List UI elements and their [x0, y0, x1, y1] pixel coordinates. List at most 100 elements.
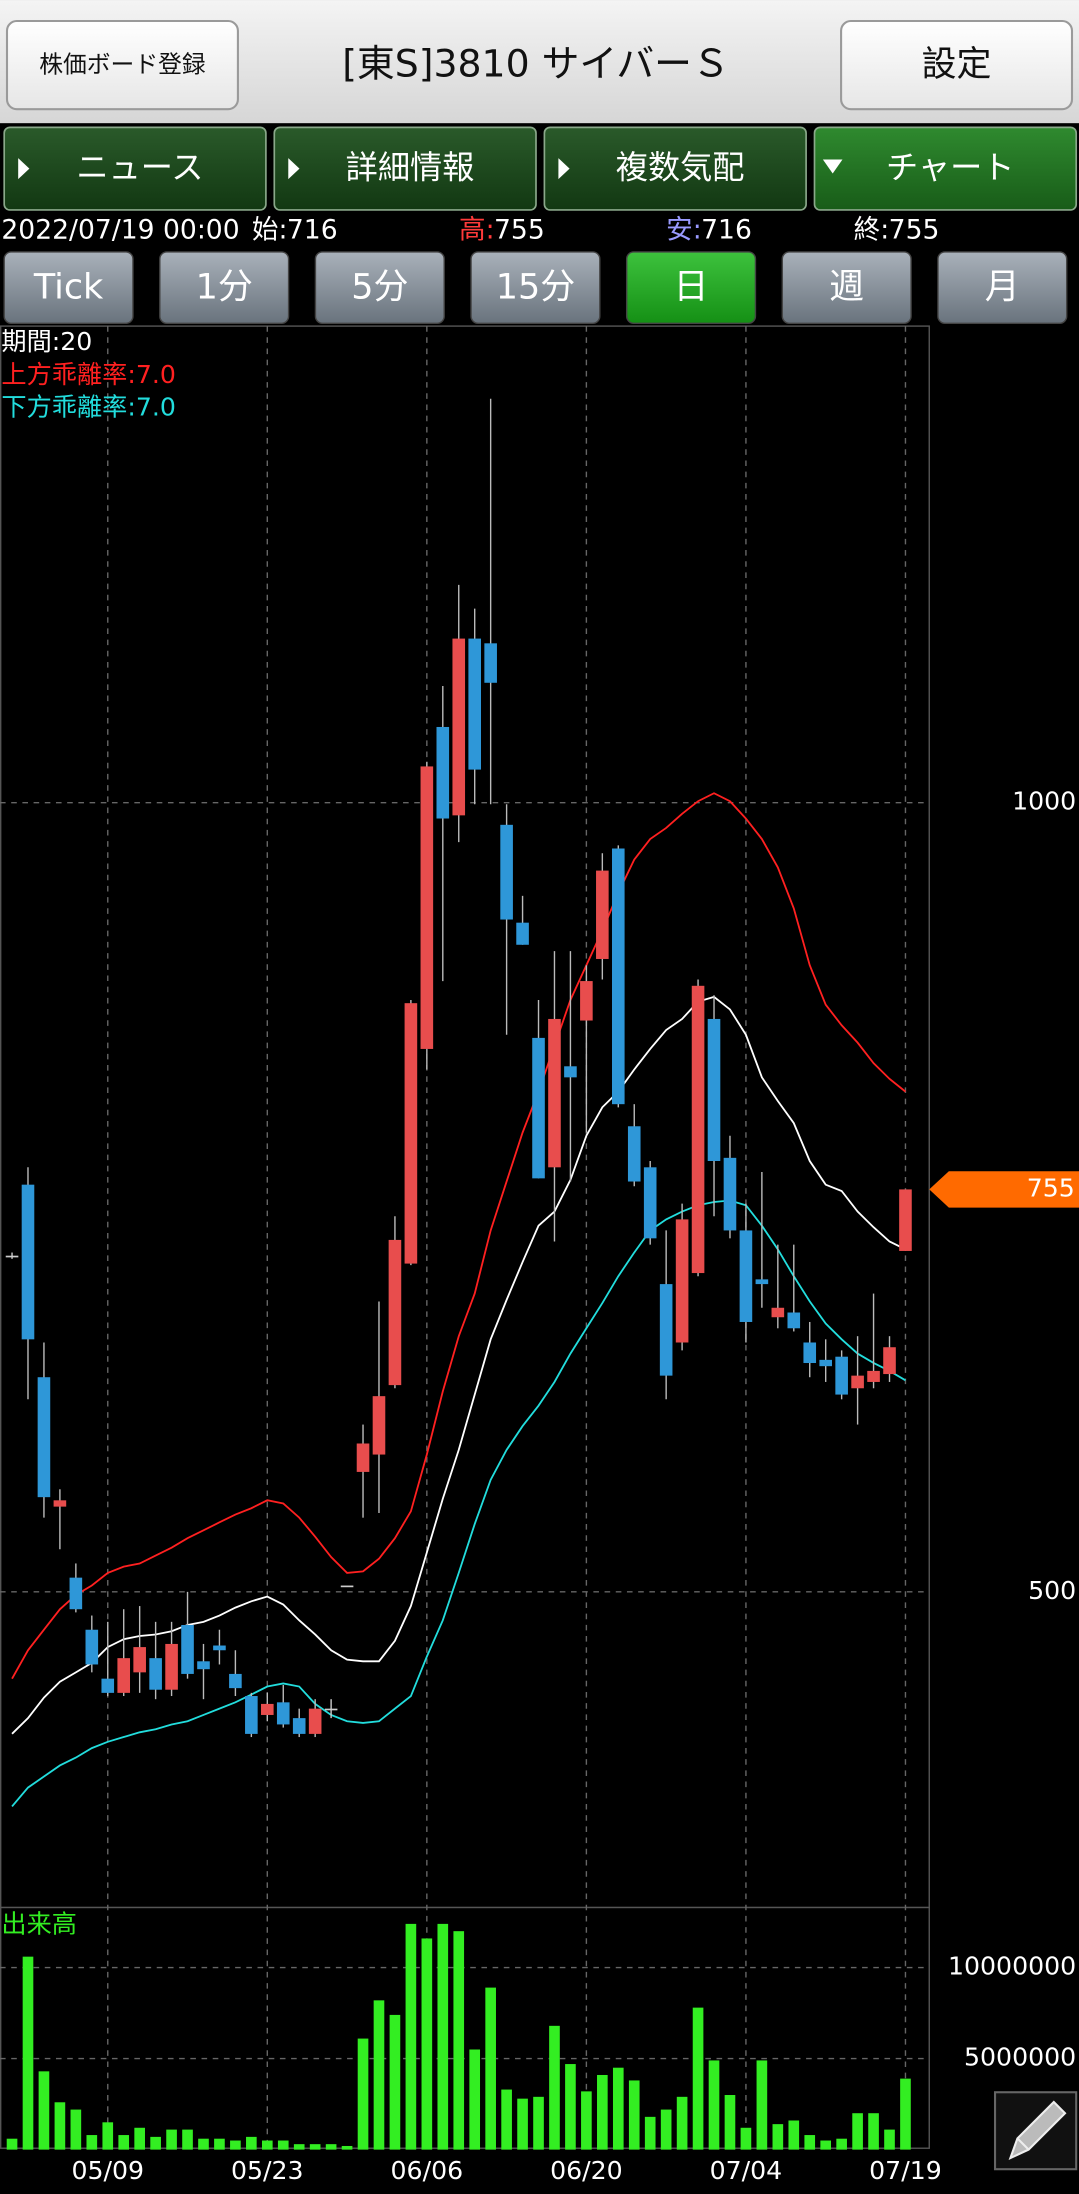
volume-bar — [772, 2124, 784, 2150]
candle-body — [197, 1661, 210, 1670]
candle-body — [755, 1279, 769, 1285]
candle-body — [516, 922, 529, 945]
indicator-line — [11, 1199, 906, 1808]
info-close-label: 終: — [854, 214, 890, 245]
y-tick-label: 1000 — [1012, 787, 1076, 816]
volume-bar — [86, 2135, 98, 2150]
tab[interactable] — [543, 126, 807, 211]
indicator-line — [11, 995, 906, 1735]
volume-bar — [581, 2091, 592, 2150]
interval-label[interactable]: 月 — [985, 267, 1020, 307]
indicator-line — [11, 792, 907, 1680]
volume-bar — [118, 2135, 130, 2150]
volume-bar — [533, 2096, 544, 2150]
volume-bar — [230, 2140, 241, 2150]
price-tag — [929, 1171, 1079, 1208]
candle-body — [867, 1370, 880, 1382]
volume-bar — [644, 2116, 656, 2150]
volume-bar — [341, 2145, 353, 2150]
price-tag-label: 755 — [1027, 1173, 1075, 1202]
pencil-icon[interactable] — [1008, 2100, 1067, 2161]
info-open: 716 — [287, 214, 338, 245]
chart: 05/09 05/23 06/06 06/20 07/04 07/19 500 1000 500… — [0, 326, 1079, 2185]
candle-body — [261, 1703, 274, 1715]
interval-label[interactable]: 5分 — [351, 267, 408, 307]
settings-button-label[interactable]: 設定 — [922, 45, 992, 85]
candle-body — [420, 766, 434, 1049]
candle-body — [611, 848, 625, 1105]
candle-body — [388, 1239, 402, 1386]
interval-label[interactable]: 1分 — [196, 267, 253, 307]
candle-body — [787, 1312, 801, 1329]
info-low: 716 — [701, 214, 752, 245]
candle-body — [580, 981, 593, 1021]
tab-arrow[interactable] — [288, 158, 300, 180]
volume-bar — [198, 2138, 209, 2150]
register-button[interactable] — [5, 19, 239, 111]
settings-button[interactable] — [840, 19, 1074, 111]
volume-bar — [820, 2140, 832, 2150]
volume-bar — [214, 2138, 225, 2150]
edit-button[interactable] — [993, 2091, 1078, 2171]
volume-bar — [357, 2038, 369, 2150]
volume-bar — [182, 2129, 193, 2150]
interval-button[interactable] — [3, 251, 134, 324]
legend-label: 期間:20 — [1, 327, 92, 356]
interval-button[interactable] — [625, 251, 757, 324]
legend-label: 上方乖離率:7.0 — [1, 360, 175, 389]
candle-body — [723, 1157, 737, 1231]
volume-bar — [612, 2067, 624, 2150]
interval-button[interactable] — [937, 251, 1068, 324]
y-tick-label: 500 — [1028, 1576, 1076, 1605]
interval-label[interactable]: 日 — [674, 267, 709, 307]
tab[interactable] — [273, 126, 537, 211]
volume-bar — [836, 2138, 847, 2150]
tab-label[interactable]: 複数気配 — [616, 148, 745, 186]
candle-body — [532, 1037, 545, 1179]
volume-bar — [756, 2060, 768, 2150]
tab-arrow[interactable] — [822, 159, 843, 174]
volume-bar — [150, 2136, 161, 2150]
interval-label[interactable]: 15分 — [496, 267, 575, 307]
y-tick-label: 10000000 — [948, 1952, 1076, 1981]
volume-bar — [868, 2113, 879, 2150]
candle-body — [436, 726, 450, 819]
volume-bar — [485, 1987, 496, 2150]
volume-bar — [565, 2064, 576, 2150]
candle-body — [564, 1066, 577, 1078]
candle-body — [659, 1284, 673, 1376]
volume-bar — [852, 2113, 863, 2150]
tab[interactable] — [813, 126, 1078, 211]
interval-button[interactable] — [781, 251, 912, 324]
candle-body — [596, 870, 609, 959]
tab-bar: ニュース 詳細情報 複数気配 チャート — [3, 126, 1078, 211]
interval-label[interactable]: Tick — [33, 267, 104, 307]
volume-bar — [246, 2136, 257, 2150]
volume-bar — [549, 2025, 560, 2150]
volume-bar — [102, 2122, 114, 2150]
info-low-label: 安: — [666, 214, 702, 245]
tab[interactable] — [3, 126, 267, 211]
info-open-label: 始: — [252, 214, 288, 245]
interval-button[interactable] — [159, 251, 290, 324]
info-high-label: 高: — [459, 214, 495, 245]
volume-bar — [405, 1923, 417, 2150]
register-button-label[interactable]: 株価ボード登録 — [39, 50, 206, 78]
candle-body — [101, 1678, 115, 1693]
candle-body — [165, 1643, 178, 1690]
tab-label[interactable]: 詳細情報 — [346, 148, 475, 186]
candle-body — [149, 1658, 162, 1690]
tab-arrow[interactable] — [558, 158, 570, 180]
interval-bar: Tick 1分 5分 15分 日 週 月 — [3, 251, 1068, 324]
tab-label[interactable]: ニュース — [76, 148, 203, 186]
interval-label[interactable]: 週 — [829, 267, 864, 307]
volume-bar — [740, 2127, 752, 2150]
candle-body — [229, 1673, 242, 1689]
volume-bar — [724, 2095, 736, 2150]
tab-label[interactable]: チャート — [886, 148, 1014, 186]
info-close: 755 — [889, 214, 940, 245]
interval-button[interactable] — [314, 251, 445, 324]
tab-arrow[interactable] — [18, 158, 30, 180]
volume-bar — [277, 2140, 289, 2150]
interval-button[interactable] — [470, 251, 601, 324]
